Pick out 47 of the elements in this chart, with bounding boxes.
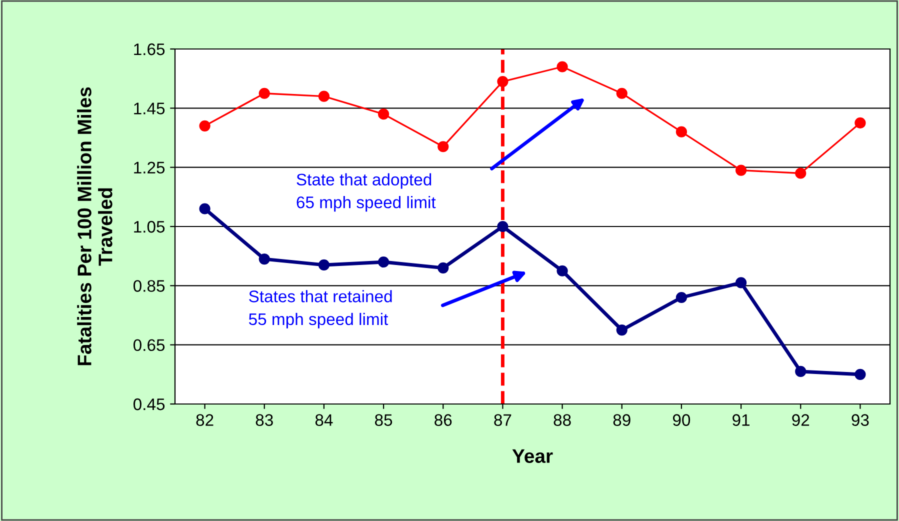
x-tick-label: 91 — [732, 414, 750, 426]
point — [258, 88, 270, 99]
annotation: States that retained 55 mph speed limit — [248, 290, 392, 328]
point — [318, 259, 330, 271]
point — [497, 220, 508, 232]
x-tick-label: 83 — [256, 414, 273, 426]
point — [795, 168, 806, 179]
point — [378, 108, 390, 120]
x-axis-title: Year — [512, 449, 553, 463]
x-tick-label: 90 — [672, 414, 690, 426]
y-tick-label: 0.65 — [133, 339, 165, 352]
point — [795, 366, 806, 378]
x-tick-label: 87 — [494, 414, 512, 426]
point — [438, 141, 449, 152]
y-tick-label: 1.65 — [134, 43, 165, 56]
point — [735, 277, 747, 288]
y-axis-title: Fatalities Per 100 Million Miles Traveled — [77, 87, 112, 366]
point — [378, 256, 390, 268]
point — [318, 90, 330, 102]
x-tick-label: 84 — [315, 414, 333, 426]
point — [616, 324, 628, 336]
x-tick-label: 92 — [792, 414, 810, 426]
point — [735, 164, 747, 176]
point — [676, 126, 688, 138]
x-tick-label: 85 — [374, 414, 392, 426]
point — [199, 203, 210, 214]
y-tick-label: 1.25 — [134, 162, 165, 174]
point — [438, 262, 449, 274]
x-tick-label: 86 — [434, 414, 452, 426]
x-tick-label: 88 — [554, 414, 571, 426]
point — [497, 76, 508, 88]
y-tick-label: 0.85 — [133, 280, 165, 292]
point — [258, 253, 270, 265]
point — [854, 117, 866, 129]
y-tick-label: 1.45 — [134, 102, 165, 114]
point — [199, 120, 210, 132]
x-tick-label: 82 — [196, 414, 214, 426]
point — [676, 292, 688, 304]
point — [556, 61, 568, 72]
point — [854, 368, 866, 380]
x-tick-label: 89 — [613, 414, 630, 426]
annotation: State that adopted 65 mph speed limit — [296, 173, 436, 212]
y-tick-label: 0.45 — [133, 398, 165, 410]
y-tick-label: 1.05 — [134, 220, 165, 233]
x-tick-label: 93 — [852, 414, 869, 426]
point — [556, 265, 568, 276]
point — [616, 88, 628, 99]
